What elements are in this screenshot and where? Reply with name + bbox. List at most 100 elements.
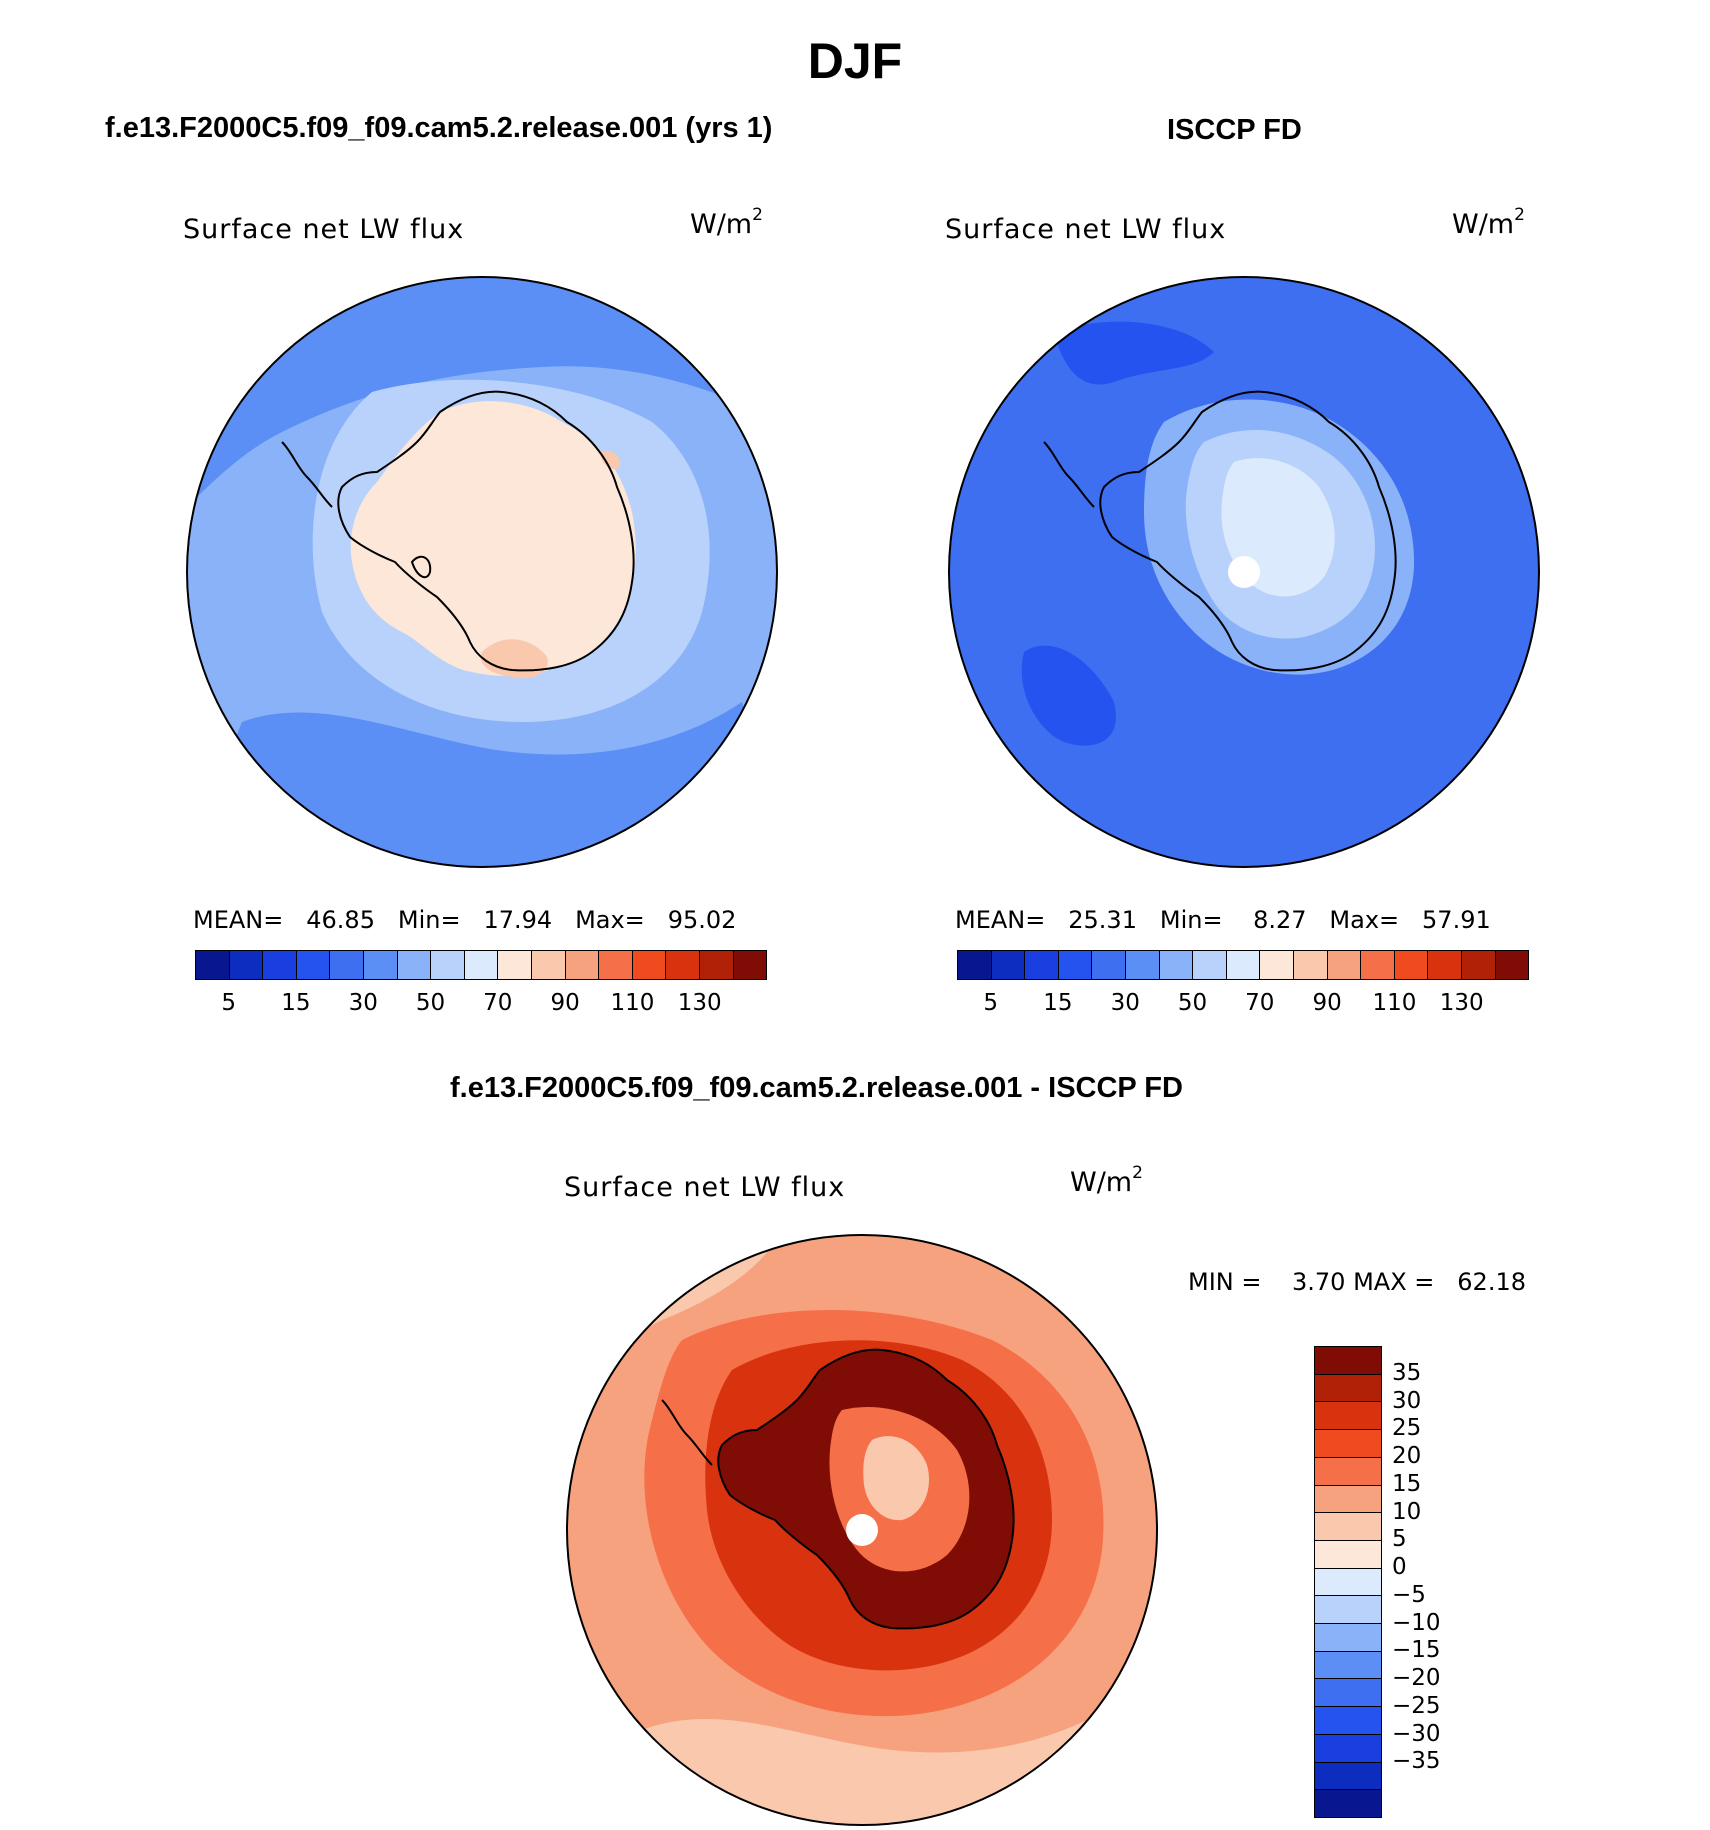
diff-colorbar-box bbox=[1315, 1651, 1381, 1680]
obs-colorbar-tick-label: 70 bbox=[1245, 990, 1275, 1016]
obs-colorbar-box bbox=[1428, 951, 1462, 979]
diff-colorbar-box bbox=[1315, 1402, 1381, 1431]
model-stats: MEAN= 46.85 Min= 17.94 Max= 95.02 bbox=[193, 906, 737, 934]
obs-colorbar-tick-label: 30 bbox=[1110, 990, 1140, 1016]
obs-colorbar-tick-label: 5 bbox=[983, 990, 998, 1016]
diff-colorbar-tick-label: 15 bbox=[1392, 1470, 1422, 1497]
diff-colorbar-box bbox=[1315, 1485, 1381, 1514]
diff-colorbar-tick-label: 20 bbox=[1392, 1443, 1422, 1470]
diff-colorbar-tick-label: 35 bbox=[1392, 1359, 1422, 1386]
diff-colorbar-tick-label: 25 bbox=[1392, 1415, 1422, 1442]
model-colorbar-box bbox=[498, 951, 532, 979]
model-colorbar-tick-label: 5 bbox=[221, 990, 236, 1016]
diff-colorbar-tick-label: 10 bbox=[1392, 1498, 1422, 1525]
diff-unit-label: W/m2 bbox=[1070, 1163, 1143, 1198]
diff-colorbar-box bbox=[1315, 1734, 1381, 1763]
obs-colorbar-tick-label: 90 bbox=[1312, 990, 1342, 1016]
diff-colorbar-box bbox=[1315, 1624, 1381, 1652]
obs-colorbar-box bbox=[1327, 951, 1362, 979]
obs-colorbar-tick-label: 110 bbox=[1372, 990, 1417, 1016]
diff-colorbar-box bbox=[1315, 1430, 1381, 1458]
diff-colorbar-tick-label: −5 bbox=[1392, 1581, 1426, 1608]
diff-title: f.e13.F2000C5.f09_f09.cam5.2.release.001… bbox=[450, 1072, 1183, 1104]
diff-colorbar-tick-label: −25 bbox=[1392, 1692, 1441, 1719]
model-colorbar-box bbox=[363, 951, 398, 979]
model-colorbar-box bbox=[431, 951, 465, 979]
model-title: f.e13.F2000C5.f09_f09.cam5.2.release.001… bbox=[105, 112, 773, 144]
model-colorbar bbox=[195, 950, 767, 980]
model-colorbar-box bbox=[397, 951, 432, 979]
model-colorbar-box bbox=[599, 951, 633, 979]
model-colorbar-tick-label: 50 bbox=[415, 990, 446, 1016]
obs-colorbar-box bbox=[1125, 951, 1160, 979]
diff-colorbar-box bbox=[1315, 1707, 1381, 1735]
obs-colorbar-box bbox=[991, 951, 1026, 979]
obs-variable-label: Surface net LW flux bbox=[945, 214, 1227, 245]
diff-colorbar-tick-label: −30 bbox=[1392, 1720, 1441, 1747]
diff-map bbox=[566, 1234, 1158, 1826]
figure-title: DJF bbox=[807, 33, 903, 89]
diff-colorbar-box bbox=[1315, 1596, 1381, 1625]
diff-colorbar-tick-label: 5 bbox=[1392, 1526, 1407, 1553]
obs-colorbar-box bbox=[1260, 951, 1294, 979]
model-colorbar-box bbox=[733, 951, 767, 979]
obs-colorbar-box bbox=[958, 951, 992, 979]
diff-colorbar-box bbox=[1315, 1347, 1381, 1375]
diff-colorbar-box bbox=[1315, 1762, 1381, 1791]
model-variable-label: Surface net LW flux bbox=[183, 214, 465, 245]
model-colorbar-box bbox=[330, 951, 364, 979]
obs-colorbar-box bbox=[1461, 951, 1496, 979]
diff-colorbar-tick-label: 30 bbox=[1392, 1387, 1422, 1414]
model-colorbar-box bbox=[666, 951, 700, 979]
model-colorbar-box bbox=[263, 951, 297, 979]
obs-colorbar-box bbox=[1361, 951, 1395, 979]
obs-unit-label: W/m2 bbox=[1452, 205, 1525, 240]
obs-colorbar-box bbox=[1025, 951, 1059, 979]
model-colorbar-box bbox=[296, 951, 331, 979]
model-colorbar-tick-label: 70 bbox=[483, 990, 513, 1016]
obs-colorbar-ticks: 5 15 30 50 70 90 110 130 bbox=[957, 990, 1529, 1018]
diff-colorbar-tick-label: 0 bbox=[1392, 1554, 1407, 1581]
diff-stats: MIN = 3.70 MAX = 62.18 bbox=[1188, 1268, 1526, 1296]
diff-variable-label: Surface net LW flux bbox=[564, 1172, 846, 1203]
model-colorbar-tick-label: 15 bbox=[281, 990, 311, 1016]
model-map-outline bbox=[186, 276, 778, 868]
model-colorbar-tick-label: 130 bbox=[677, 990, 722, 1016]
diff-colorbar-box bbox=[1315, 1568, 1381, 1597]
obs-colorbar-box bbox=[1193, 951, 1227, 979]
obs-colorbar-box bbox=[1159, 951, 1194, 979]
obs-title: ISCCP FD bbox=[1167, 114, 1302, 146]
model-map bbox=[186, 276, 778, 868]
obs-colorbar-box bbox=[1058, 951, 1093, 979]
model-colorbar-tick-label: 90 bbox=[550, 990, 580, 1016]
diff-colorbar-box bbox=[1315, 1513, 1381, 1541]
obs-colorbar-box bbox=[1394, 951, 1429, 979]
obs-map-outline bbox=[948, 276, 1540, 868]
model-colorbar-ticks: 5 15 30 50 70 90 110 130 bbox=[195, 990, 767, 1018]
diff-colorbar-tick-label: −35 bbox=[1392, 1748, 1441, 1775]
obs-colorbar-tick-label: 15 bbox=[1043, 990, 1073, 1016]
diff-colorbar bbox=[1314, 1346, 1382, 1818]
diff-colorbar-box bbox=[1315, 1790, 1381, 1817]
diff-colorbar-box bbox=[1315, 1679, 1381, 1708]
model-colorbar-box bbox=[565, 951, 600, 979]
model-colorbar-box bbox=[699, 951, 734, 979]
diff-colorbar-box bbox=[1315, 1457, 1381, 1486]
obs-map bbox=[948, 276, 1540, 868]
obs-colorbar-box bbox=[1226, 951, 1261, 979]
model-colorbar-tick-label: 30 bbox=[348, 990, 378, 1016]
model-colorbar-box bbox=[531, 951, 566, 979]
diff-colorbar-box bbox=[1315, 1374, 1381, 1403]
model-colorbar-tick-label: 110 bbox=[610, 990, 655, 1016]
obs-colorbar-box bbox=[1293, 951, 1328, 979]
model-colorbar-box bbox=[632, 951, 667, 979]
diff-colorbar-tick-label: −10 bbox=[1392, 1609, 1441, 1636]
model-colorbar-box bbox=[229, 951, 264, 979]
obs-colorbar bbox=[957, 950, 1529, 980]
obs-colorbar-box bbox=[1092, 951, 1126, 979]
model-colorbar-box bbox=[464, 951, 499, 979]
obs-colorbar-tick-label: 130 bbox=[1439, 990, 1484, 1016]
obs-colorbar-box bbox=[1495, 951, 1529, 979]
obs-stats: MEAN= 25.31 Min= 8.27 Max= 57.91 bbox=[955, 906, 1491, 934]
diff-colorbar-ticks: 35 30 25 20 15 10 5 0 −5 −10 −15 −20 −25 −30 −35 bbox=[1392, 1346, 1492, 1818]
